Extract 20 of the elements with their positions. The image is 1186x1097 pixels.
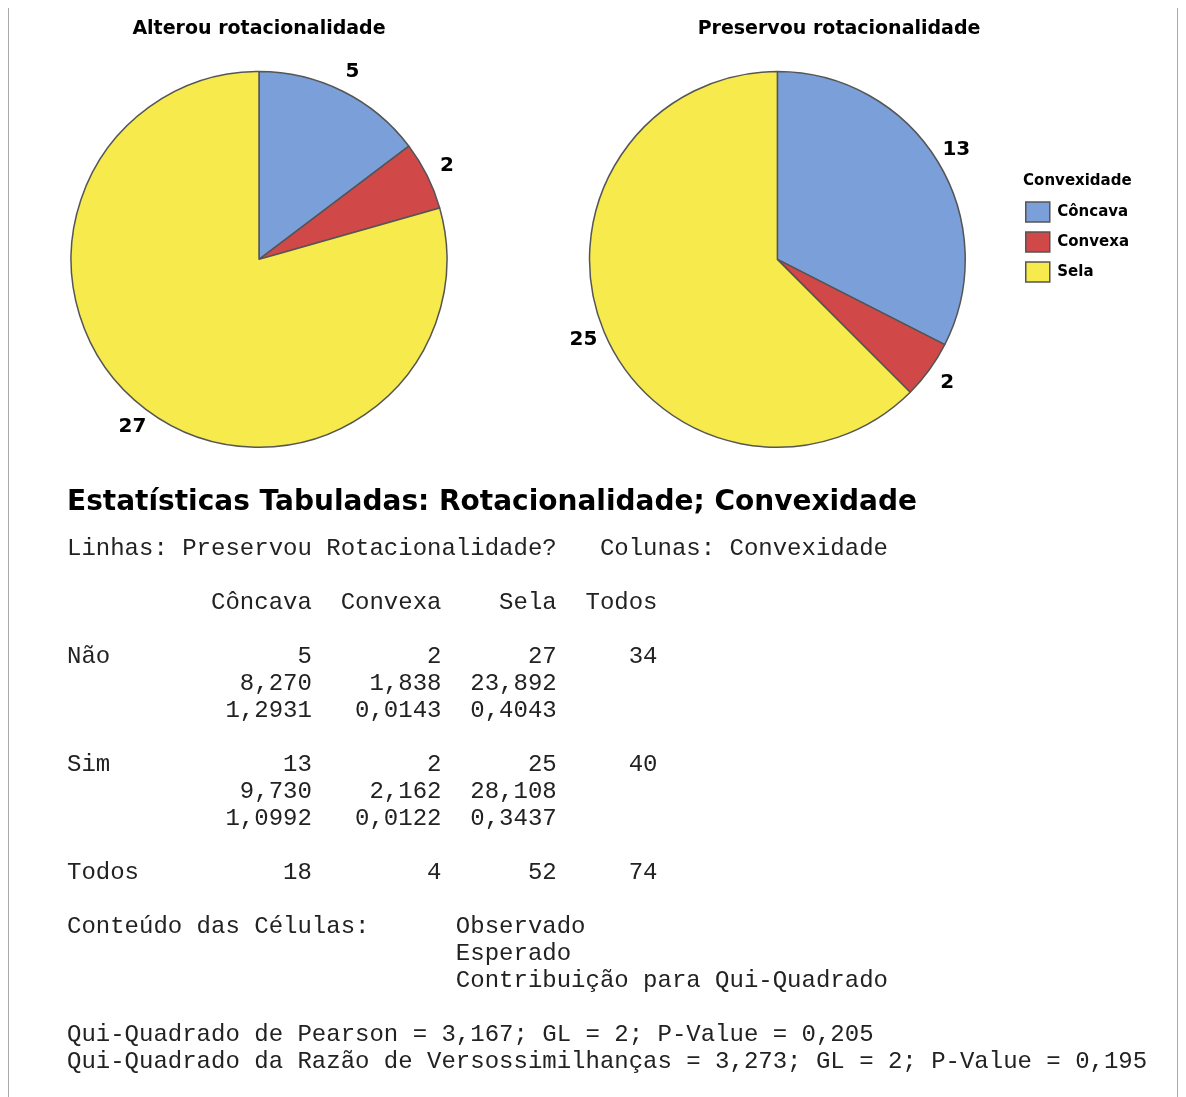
data-label: 2: [439, 152, 454, 177]
text: Não 5 2 27 34 8,270 1,838 23,892 1,2931 0,0143 0,4043: [67, 643, 659, 724]
text: Côncava Convexa Sela Todos: [210, 589, 659, 616]
legend-title: Convexidade: [1023, 171, 1132, 190]
text: Linhas: Preservou Rotacionalidade? Colunas: Convexidade: [67, 535, 889, 562]
data-label: 25: [569, 325, 598, 350]
text: Qui-Quadrado de Pearson = 3,167; GL = 2; P-Value = 0,205 Qui-Quadrado da Razão de Versossimilhanças = 3,273; GL = 2; P-Value = 0,195: [67, 1021, 1149, 1075]
text: Conteúdo das Células: Observado Esperado Contribuição para Qui-Quadrado: [67, 913, 889, 994]
data-label: 5: [345, 57, 360, 82]
text: Todos 18 4 52 74: [67, 859, 659, 886]
chart-title: Preservou rotacionalidade: [697, 16, 981, 39]
text: Sim 13 2 25 40 9,730 2,162 28,108 1,0992 0,0122 0,3437: [67, 751, 659, 832]
legend-label: Côncava: [1057, 201, 1129, 220]
legend-label: Convexa: [1057, 231, 1130, 250]
data-label: 2: [940, 368, 955, 393]
legend-label: Sela: [1057, 261, 1094, 280]
data-label: 13: [942, 135, 971, 160]
text: Estatísticas Tabuladas: Rotacionalidade; Convexidade: [67, 484, 919, 517]
data-label: 27: [118, 413, 147, 438]
chart-title: Alterou rotacionalidade: [132, 16, 386, 39]
